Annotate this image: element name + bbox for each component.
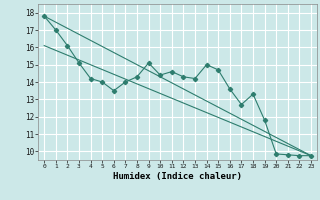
X-axis label: Humidex (Indice chaleur): Humidex (Indice chaleur) [113, 172, 242, 181]
